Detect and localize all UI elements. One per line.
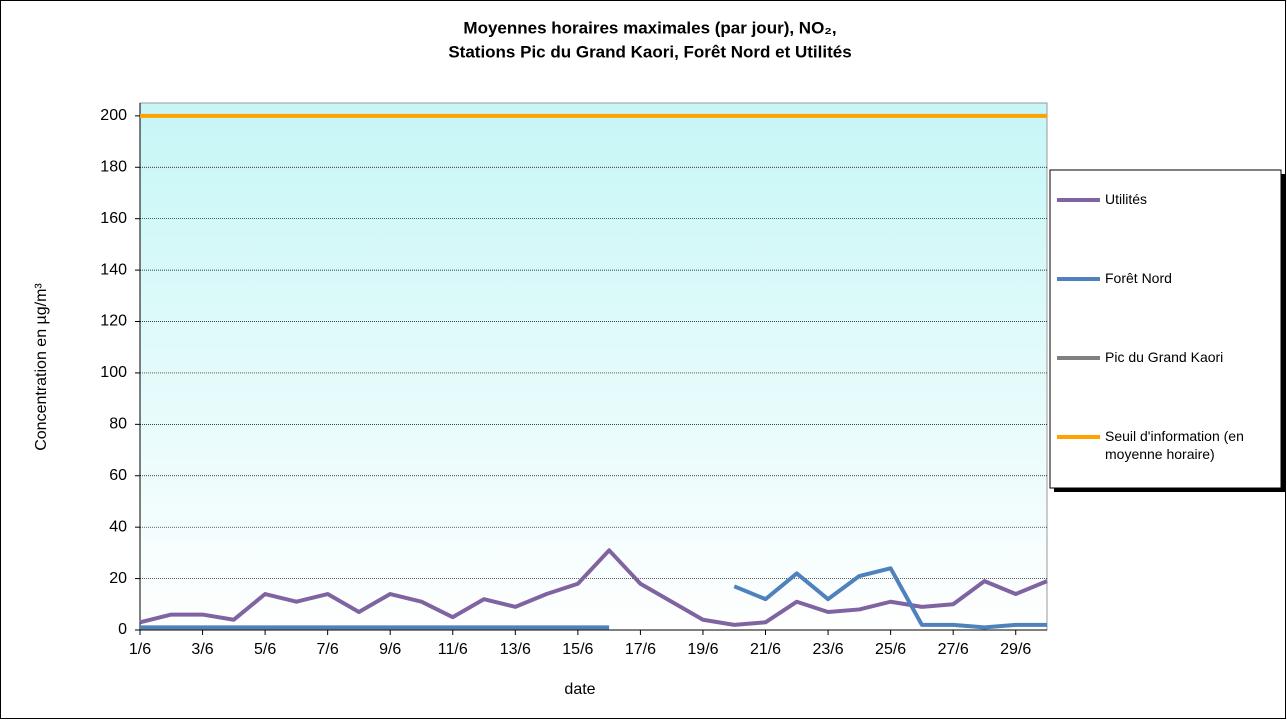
x-tick-label: 1/6 (129, 641, 151, 658)
y-tick-label: 160 (100, 210, 127, 227)
legend-label: Utilités (1105, 191, 1148, 207)
x-tick-label: 9/6 (379, 641, 401, 658)
legend-label: Forêt Nord (1105, 270, 1172, 286)
x-tick-label: 13/6 (500, 641, 531, 658)
x-tick-label: 15/6 (562, 641, 593, 658)
legend-item: Utilités (1105, 191, 1148, 207)
series-line (139, 548, 1048, 627)
y-tick-label: 20 (109, 570, 127, 587)
x-tick-label: 27/6 (938, 641, 969, 658)
y-tick-label: 140 (100, 261, 127, 278)
x-tick-label: 3/6 (191, 641, 213, 658)
legend-label: Pic du Grand Kaori (1105, 349, 1224, 365)
x-tick-label: 5/6 (254, 641, 276, 658)
x-tick-label: 23/6 (812, 641, 843, 658)
plot-area (139, 102, 1048, 631)
x-tick-label: 11/6 (438, 641, 468, 658)
y-axis-label: Concentration en µg/m³ (33, 283, 50, 451)
x-tick-label: 17/6 (625, 641, 656, 658)
y-tick-label: 180 (100, 158, 127, 175)
y-tick-label: 120 (100, 313, 127, 330)
x-axis-label: date (564, 681, 595, 698)
y-tick-label: 200 (100, 107, 127, 124)
y-tick-label: 0 (118, 621, 127, 638)
y-tick-label: 60 (109, 467, 127, 484)
chart-subtitle: Stations Pic du Grand Kaori, Forêt Nord … (448, 42, 851, 61)
legend-label: Seuil d'information (en moyenne horaire) (1105, 428, 1244, 462)
x-tick-label: 19/6 (687, 641, 718, 658)
y-tick-label: 40 (109, 518, 127, 535)
chart-title: Moyennes horaires maximales (par jour), … (463, 18, 836, 37)
legend-item: Pic du Grand Kaori (1105, 349, 1224, 365)
x-tick-label: 7/6 (317, 641, 339, 658)
series-line (140, 566, 1047, 630)
legend-item: Seuil d'information (en moyenne horaire) (1105, 428, 1244, 462)
y-tick-label: 80 (109, 416, 127, 433)
legend-item: Forêt Nord (1105, 270, 1172, 286)
x-tick-label: 25/6 (875, 641, 906, 658)
x-tick-label: 29/6 (1000, 641, 1031, 658)
y-tick-label: 100 (100, 364, 127, 381)
x-tick-label: 21/6 (750, 641, 781, 658)
